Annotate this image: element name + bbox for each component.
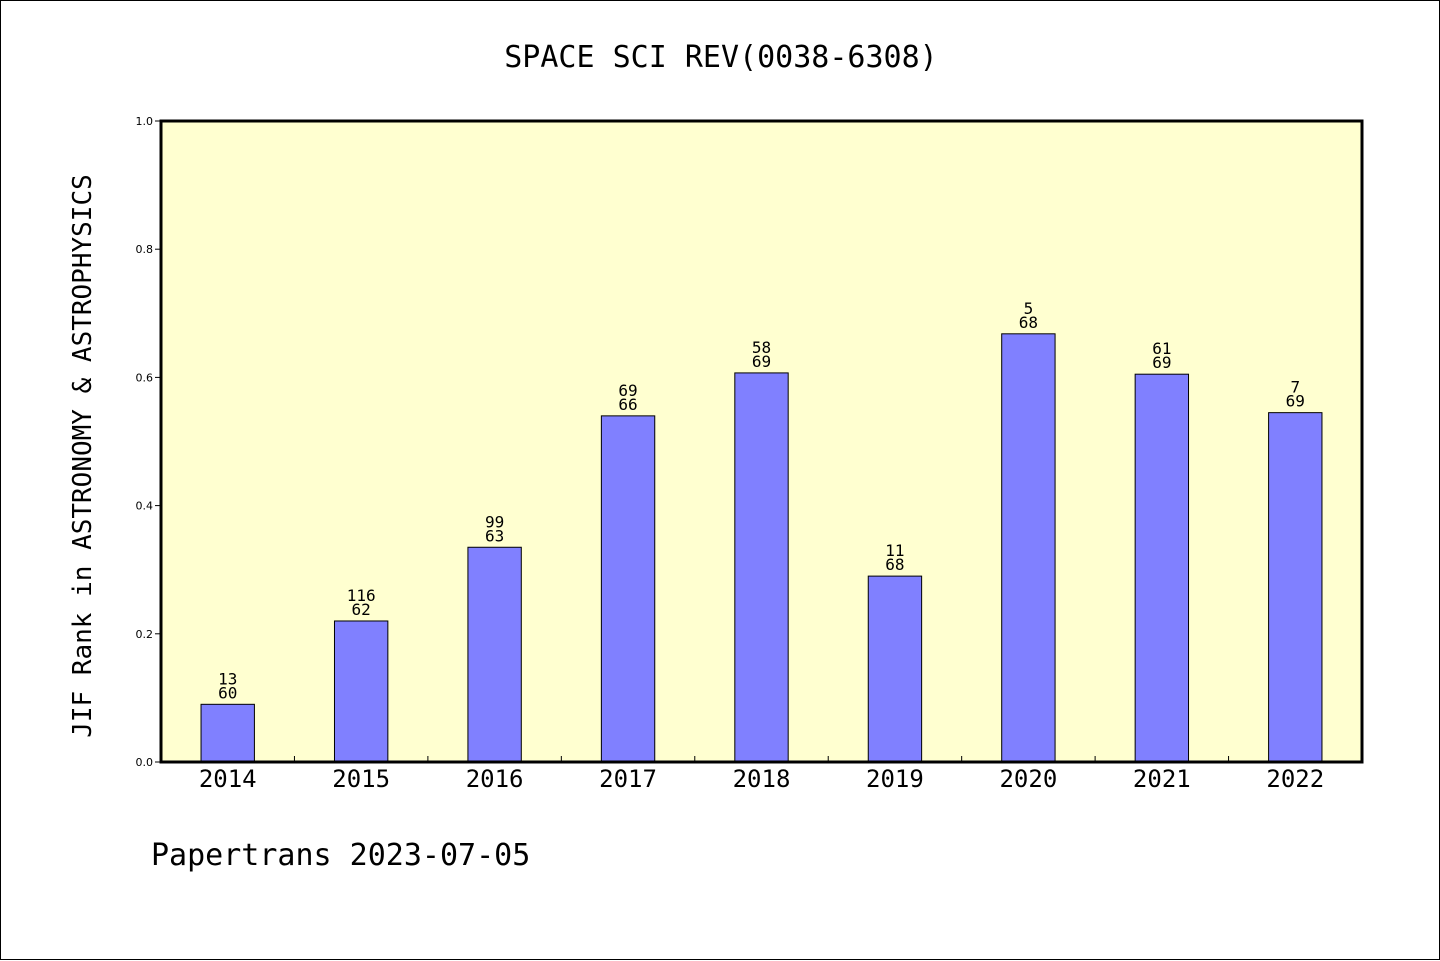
bar-2019 bbox=[868, 576, 921, 762]
footer-text: Papertrans 2023-07-05 bbox=[151, 838, 530, 873]
bar-2021 bbox=[1135, 374, 1188, 762]
y-tick-label: 0.6 bbox=[136, 371, 154, 384]
bar-label-total: 69 bbox=[1152, 353, 1171, 372]
y-tick-label: 0.2 bbox=[136, 628, 154, 641]
x-tick-label: 2021 bbox=[1133, 765, 1191, 793]
bar-2017 bbox=[601, 416, 654, 762]
chart-title: SPACE SCI REV(0038-6308) bbox=[504, 40, 937, 75]
x-tick-label: 2022 bbox=[1266, 765, 1324, 793]
y-axis-label: JIF Rank in ASTRONOMY & ASTROPHYSICS bbox=[68, 174, 98, 738]
bar-2015 bbox=[334, 621, 387, 762]
bar-label-total: 68 bbox=[1019, 313, 1038, 332]
x-tick-label: 2020 bbox=[999, 765, 1057, 793]
bar-chart: SPACE SCI REV(0038-6308) JIF Rank in AST… bbox=[1, 1, 1440, 961]
bar-label-total: 60 bbox=[218, 683, 237, 702]
y-tick-label: 0.0 bbox=[136, 756, 154, 769]
x-tick-label: 2016 bbox=[466, 765, 524, 793]
x-tick-label: 2015 bbox=[332, 765, 390, 793]
bar-2022 bbox=[1269, 413, 1322, 762]
bar-2020 bbox=[1002, 334, 1055, 762]
x-tick-label: 2019 bbox=[866, 765, 924, 793]
y-tick-label: 0.4 bbox=[136, 500, 154, 513]
x-tick-label: 2018 bbox=[733, 765, 791, 793]
bar-label-total: 63 bbox=[485, 526, 504, 545]
chart-frame: SPACE SCI REV(0038-6308) JIF Rank in AST… bbox=[0, 0, 1440, 960]
bar-label-total: 66 bbox=[618, 395, 637, 414]
bar-label-total: 68 bbox=[885, 555, 904, 574]
bar-label-total: 69 bbox=[752, 352, 771, 371]
y-tick-label: 0.8 bbox=[136, 243, 154, 256]
y-tick-label: 1.0 bbox=[136, 115, 154, 128]
y-axis: 0.0 0.2 0.4 0.6 0.8 1.0 bbox=[136, 115, 162, 769]
x-tick-label: 2014 bbox=[199, 765, 257, 793]
bar-2016 bbox=[468, 547, 521, 762]
bar-label-total: 69 bbox=[1286, 392, 1305, 411]
bar-label-total: 62 bbox=[352, 600, 371, 619]
bar-2018 bbox=[735, 373, 788, 762]
bar-2014 bbox=[201, 704, 254, 762]
x-tick-label: 2017 bbox=[599, 765, 657, 793]
